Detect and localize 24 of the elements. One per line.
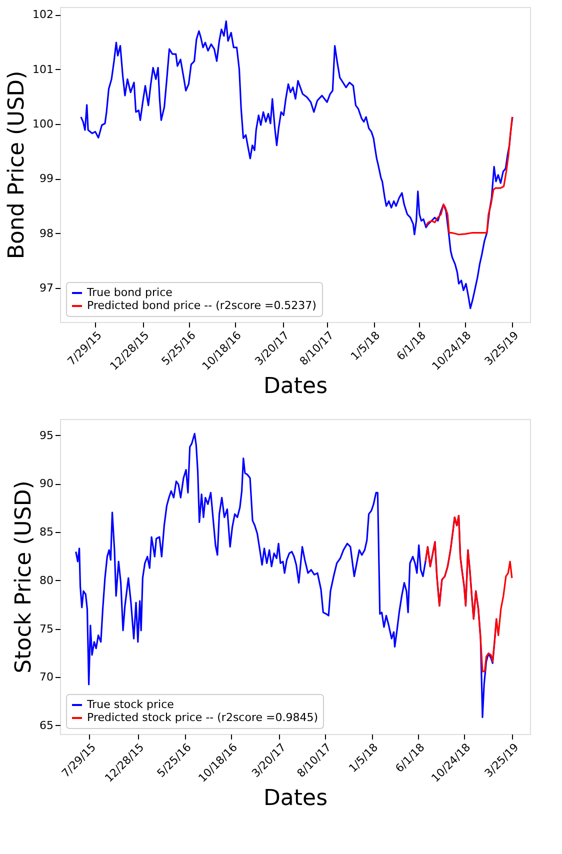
line-series	[425, 116, 513, 236]
y-tick-label: 99	[40, 172, 54, 186]
y-tick-label: 98	[40, 226, 54, 240]
y-tick-label: 85	[40, 526, 54, 539]
legend-label: True stock price	[86, 698, 174, 711]
y-tick-label: 101	[32, 62, 54, 76]
line-series	[80, 20, 514, 310]
y-axis-title: Bond Price (USD)	[4, 70, 30, 260]
legend-label: Predicted bond price -- (r2score =0.5237)	[87, 299, 316, 312]
y-tick-label: 102	[32, 8, 54, 22]
y-tick-label: 97	[40, 282, 54, 295]
legend-label: True bond price	[86, 286, 173, 299]
y-tick-label: 75	[40, 622, 54, 636]
y-axis-title: Stock Price (USD)	[12, 480, 37, 674]
x-axis-title: Dates	[263, 786, 328, 812]
y-tick-label: 90	[40, 477, 54, 490]
y-tick-label: 100	[32, 118, 54, 131]
y-tick-label: 65	[40, 718, 54, 732]
y-tick-label: 70	[40, 670, 54, 684]
y-tick-label: 95	[40, 428, 54, 442]
y-tick-label: 80	[40, 574, 54, 587]
legend-label: Predicted stock price -- (r2score =0.9845)	[87, 711, 318, 724]
line-series	[424, 514, 513, 672]
x-axis-title: Dates	[263, 374, 328, 400]
